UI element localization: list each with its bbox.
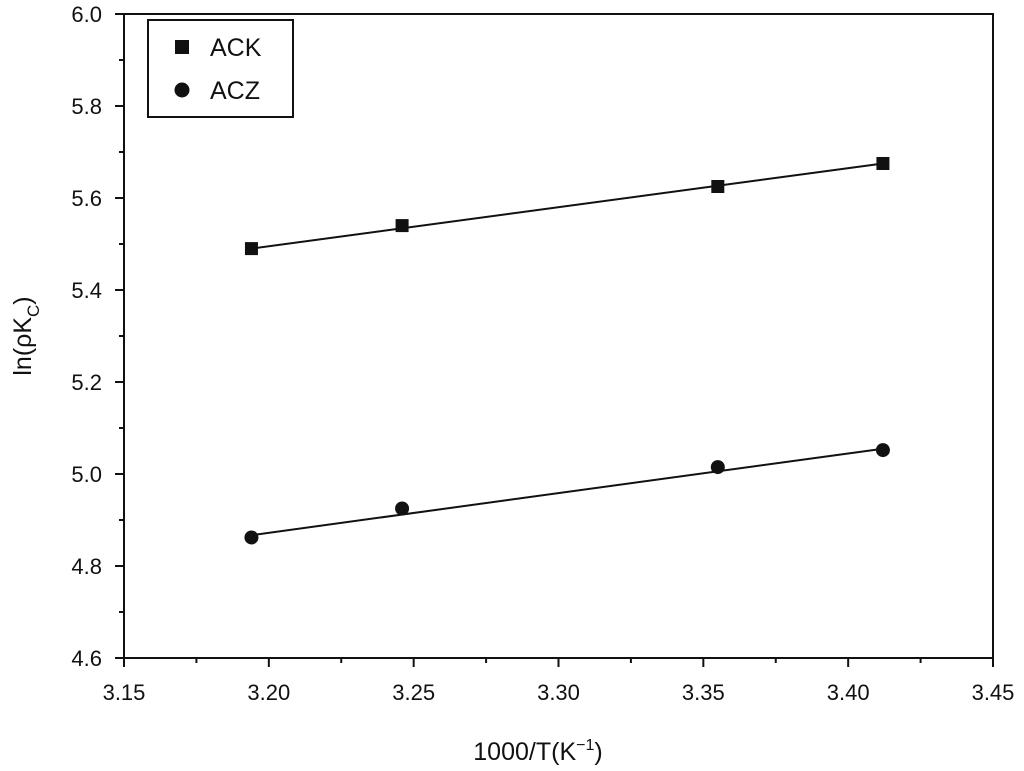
x-tick-label: 3.25	[392, 680, 435, 705]
legend: ACK ACZ	[147, 19, 294, 118]
y-tick-label: 4.6	[71, 646, 102, 671]
x-axis-title: 1000/T(K−1)	[473, 737, 602, 766]
data-point-ack	[395, 219, 409, 233]
legend-box	[147, 19, 294, 118]
x-tick-label: 3.30	[537, 680, 580, 705]
data-point-ack	[711, 180, 725, 193]
data-point-ack	[876, 157, 890, 170]
y-tick-label: 6.0	[71, 2, 102, 27]
x-tick-label: 3.20	[247, 680, 290, 705]
y-tick-label: 5.6	[71, 186, 102, 211]
y-tick-label: 5.4	[71, 278, 102, 303]
x-axis: 3.15 3.20 3.25 3.30 3.35 3.40 3.45	[103, 658, 1015, 705]
x-tick-label: 3.15	[103, 680, 146, 705]
legend-marker-ack	[175, 40, 189, 54]
x-tick-label: 3.35	[682, 680, 725, 705]
data-point-acz	[244, 530, 259, 545]
fit-line-ack	[251, 162, 884, 250]
y-tick-label: 4.8	[71, 554, 102, 579]
x-tick-label: 3.40	[827, 680, 870, 705]
fit-line-acz	[251, 447, 884, 537]
y-tick-label: 5.0	[71, 462, 102, 487]
y-axis: 4.6 4.8 5.0 5.2 5.4 5.6 5.8 6.0	[71, 2, 124, 671]
y-axis-title: ln(ρKC)	[9, 296, 43, 375]
x-tick-label: 3.45	[972, 680, 1015, 705]
legend-marker-acz	[174, 82, 190, 98]
legend-label-ack: ACK	[210, 34, 262, 62]
legend-label-acz: ACZ	[210, 77, 260, 105]
data-markers	[244, 157, 890, 545]
data-point-ack	[244, 242, 258, 256]
data-point-acz	[395, 501, 410, 516]
fit-lines	[251, 162, 884, 537]
y-tick-label: 5.2	[71, 370, 102, 395]
data-point-acz	[710, 460, 725, 475]
data-point-acz	[875, 443, 890, 458]
y-tick-label: 5.8	[71, 94, 102, 119]
